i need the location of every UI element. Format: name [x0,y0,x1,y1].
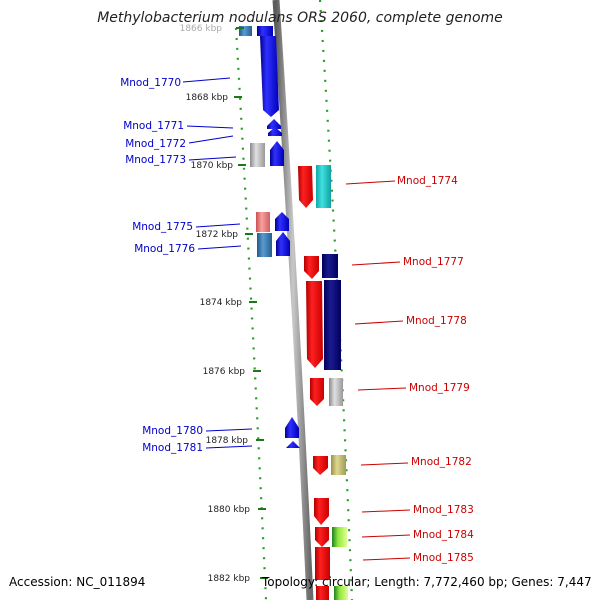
scale-label: 1882 kbp [208,574,251,584]
gene-arrow-mnod-1777[interactable] [304,256,319,279]
gene-block-mnod-1776[interactable] [257,233,272,257]
gene-block-mnod-1782-khaki[interactable] [331,455,346,475]
gene-arrow-mnod-1770[interactable] [260,36,279,117]
gene-label-mnod-1780[interactable]: Mnod_1780 [142,425,203,437]
gene-label-mnod-1776[interactable]: Mnod_1776 [134,243,195,255]
gene-arrow-mnod-1774[interactable] [298,166,313,208]
gene-label-mnod-1777[interactable]: Mnod_1777 [403,256,464,268]
right-gene-labels: Mnod_1774 Mnod_1777 Mnod_1778 Mnod_1779 … [345,175,474,564]
gene-block-mnod-1773[interactable] [250,143,265,167]
leader-line [345,180,396,185]
gene-label-mnod-1784[interactable]: Mnod_1784 [413,529,474,541]
gene-label-mnod-1778[interactable]: Mnod_1778 [406,315,467,327]
left-strand-genes [239,26,300,448]
topology-text: Topology: circular; Length: 7,772,460 bp… [262,575,592,589]
leader-line [360,462,409,466]
leader-line [182,77,231,83]
gene-block-top-steel[interactable] [239,26,252,36]
gene-arrow-mnod-1784[interactable] [315,527,329,547]
gene-label-mnod-1785[interactable]: Mnod_1785 [413,552,474,564]
scale-label: 1880 kbp [208,505,251,515]
gene-label-mnod-1772[interactable]: Mnod_1772 [125,138,186,150]
left-gene-labels: Mnod_1770 Mnod_1771 Mnod_1772 Mnod_1773 … [120,77,253,454]
gene-label-mnod-1783[interactable]: Mnod_1783 [413,504,474,516]
leader-line [357,387,407,391]
leader-line [186,125,234,129]
scale-label: 1878 kbp [206,436,249,446]
gene-arrow-mnod-1780[interactable] [285,417,299,438]
gene-block-mnod-1774-teal[interactable] [316,165,331,208]
gene-label-mnod-1770[interactable]: Mnod_1770 [120,77,181,89]
gene-arrow-mnod-1773-blue[interactable] [270,141,284,166]
gene-arrow-mnod-1775-blue[interactable] [275,212,289,231]
genome-backbone [272,0,314,600]
gene-block-mnod-1778-navy[interactable] [324,280,341,370]
scale-label: 1866 kbp [180,24,223,34]
gene-block-mnod-1777-navy[interactable] [322,254,338,278]
gene-arrow-mnod-1785[interactable] [315,547,330,580]
leader-line [362,557,411,561]
gene-arrow-mnod-1772[interactable] [268,127,282,136]
gene-block-mnod-1784-green[interactable] [332,527,347,547]
leader-line [195,223,241,228]
leader-line [361,534,411,538]
leader-line [197,245,242,250]
left-guide-track [234,27,268,600]
gene-label-mnod-1779[interactable]: Mnod_1779 [409,382,470,394]
leader-line [188,135,234,144]
gene-label-mnod-1775[interactable]: Mnod_1775 [132,221,193,233]
accession-text: Accession: NC_011894 [9,575,146,589]
gene-block-bottom-red[interactable] [316,586,329,600]
scale-label: 1870 kbp [191,161,234,171]
gene-arrow-mnod-1781[interactable] [286,441,300,448]
leader-line [205,445,253,449]
scale-label: 1874 kbp [200,298,243,308]
gene-block-mnod-1779-gray[interactable] [329,378,343,406]
leader-line [351,261,401,266]
scale-label: 1872 kbp [196,230,239,240]
leader-line [205,428,253,432]
gene-label-mnod-1771[interactable]: Mnod_1771 [123,120,184,132]
leader-line [354,320,404,325]
gene-arrow-mnod-1778[interactable] [306,281,323,368]
gene-block-mnod-1775[interactable] [256,212,270,232]
gene-arrow-mnod-1782[interactable] [313,456,328,475]
gene-arrow-mnod-1776-blue[interactable] [276,232,290,256]
scale-label: 1868 kbp [186,93,229,103]
right-strand-genes [298,165,348,600]
gene-arrow-mnod-1783[interactable] [314,498,329,525]
gene-block-top-blue[interactable] [257,26,273,36]
gene-label-mnod-1781[interactable]: Mnod_1781 [142,442,203,454]
gene-label-mnod-1774[interactable]: Mnod_1774 [397,175,458,187]
gene-label-mnod-1782[interactable]: Mnod_1782 [411,456,472,468]
scale-label: 1876 kbp [203,367,246,377]
gene-arrow-mnod-1771[interactable] [267,119,281,129]
gene-block-bottom-lime[interactable] [334,586,348,600]
leader-line [361,509,411,513]
gene-label-mnod-1773[interactable]: Mnod_1773 [125,154,186,166]
scale-ticks: 1866 kbp 1868 kbp 1870 kbp 1872 kbp 1874… [180,24,268,584]
gene-arrow-mnod-1779[interactable] [310,378,324,406]
leader-line [188,156,237,161]
map-title: Methylobacterium nodulans ORS 2060, comp… [97,10,503,26]
